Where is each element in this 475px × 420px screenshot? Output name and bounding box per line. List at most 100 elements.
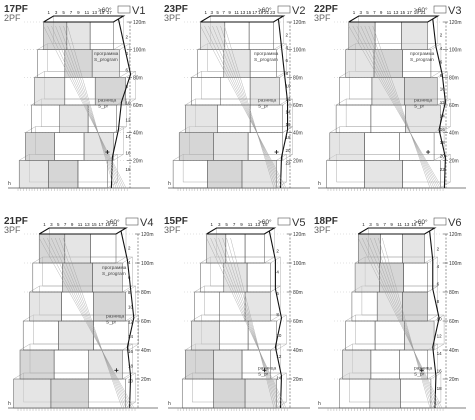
roof-outline: [357, 227, 437, 235]
pf-sub-label: 3PF: [314, 13, 331, 23]
angle-ray: [362, 237, 441, 409]
angle-box: [125, 217, 139, 226]
box-cell: [248, 21, 274, 50]
height-label: 120m: [449, 232, 462, 238]
angle-ray: [39, 237, 135, 409]
height-label: 100m: [133, 48, 146, 54]
box-cell: [185, 349, 214, 380]
box-cell: [90, 233, 117, 264]
box-cell: [213, 132, 249, 161]
node-number: 5: [62, 10, 65, 15]
box-cell: [373, 49, 403, 78]
box-edge: [345, 314, 356, 322]
angle-ray: [210, 237, 285, 409]
node-number: 15: [246, 10, 252, 15]
angle-box: [433, 5, 447, 14]
box-cell: [213, 349, 243, 380]
box-edge: [185, 98, 196, 106]
box-cell: [374, 320, 405, 351]
height-label: 80m: [449, 75, 459, 81]
node-number: 18: [128, 364, 134, 369]
height-label: 20m: [293, 377, 303, 383]
box-edge: [25, 126, 36, 133]
node-number: 17: [407, 10, 413, 15]
box-edge: [29, 285, 40, 293]
box-cell: [405, 104, 441, 133]
height-label: 100m: [141, 261, 154, 267]
node-number: 9: [228, 10, 231, 15]
node-number: 12: [276, 354, 282, 359]
difference-label: разница: [98, 99, 117, 104]
node-number: 5: [57, 222, 60, 227]
box-cell: [402, 291, 429, 322]
height-label: 120m: [141, 232, 154, 238]
box-cell: [13, 378, 52, 409]
angle-ray: [218, 237, 281, 409]
program-sublabel: S_program: [94, 57, 118, 63]
angle-ray: [51, 237, 129, 409]
node-number: 11: [78, 222, 83, 227]
height-label: 20m: [141, 377, 151, 383]
box-cell: [25, 132, 55, 161]
box-cell: [181, 378, 214, 409]
node-number: 3: [210, 10, 213, 15]
roof-outline: [200, 15, 286, 23]
pf-main-label: 15PF: [164, 216, 188, 227]
pf-sub-label: 2PF: [4, 13, 21, 23]
difference-label: разница: [258, 99, 277, 104]
difference-label: разница: [414, 99, 433, 104]
node-number: 11: [85, 10, 90, 15]
height-label: 40m: [293, 348, 303, 354]
angle-label: >60°: [414, 218, 428, 226]
angle-ray: [372, 25, 431, 189]
box-edge: [430, 401, 442, 409]
node-number: 11: [248, 222, 253, 227]
box-edge: [34, 71, 45, 78]
node-number: 7: [70, 10, 73, 15]
box-edge: [276, 343, 287, 351]
angle-ray: [59, 237, 125, 409]
node-number: 4: [440, 46, 443, 51]
node-number: 12: [440, 100, 446, 105]
angle-ray: [55, 25, 121, 189]
envelope-profile: [110, 18, 132, 189]
program-sublabel: S_program: [254, 57, 278, 63]
box-cell: [244, 233, 265, 264]
height-label: 120m: [293, 232, 306, 238]
node-number: 4: [276, 270, 279, 275]
box-cell: [224, 21, 250, 50]
box-edge: [194, 285, 205, 293]
height-label: 20m: [133, 158, 143, 164]
program-label: программа: [254, 52, 279, 57]
node-number: 21: [420, 10, 426, 15]
node-number: 17: [418, 222, 424, 227]
node-number: 11: [397, 222, 402, 227]
box-cell: [371, 77, 405, 106]
box-cell: [219, 291, 246, 322]
node-number: 2: [125, 34, 128, 39]
box-cell: [91, 49, 120, 78]
variant-label: V6: [448, 217, 461, 229]
angle-ray: [224, 25, 275, 189]
box-cell: [364, 160, 403, 189]
box-cell: [88, 349, 123, 380]
axis-mark: h: [168, 181, 171, 187]
node-number: 2: [285, 32, 288, 37]
box-edge: [191, 314, 202, 322]
node-number: 8: [276, 312, 279, 317]
box-edge: [342, 343, 353, 351]
pf-sub-label: 3PF: [314, 225, 331, 235]
angle-ray: [63, 237, 123, 409]
angle-ray: [364, 25, 435, 189]
box-edge: [107, 181, 118, 189]
node-number: 6: [276, 291, 279, 296]
box-edge: [270, 314, 281, 322]
node-number: 21: [264, 10, 270, 15]
box-edge: [282, 154, 293, 161]
node-number: 18: [285, 135, 291, 140]
box-cell: [94, 77, 126, 106]
angle-ray: [222, 237, 279, 409]
node-number: 19: [414, 10, 420, 15]
